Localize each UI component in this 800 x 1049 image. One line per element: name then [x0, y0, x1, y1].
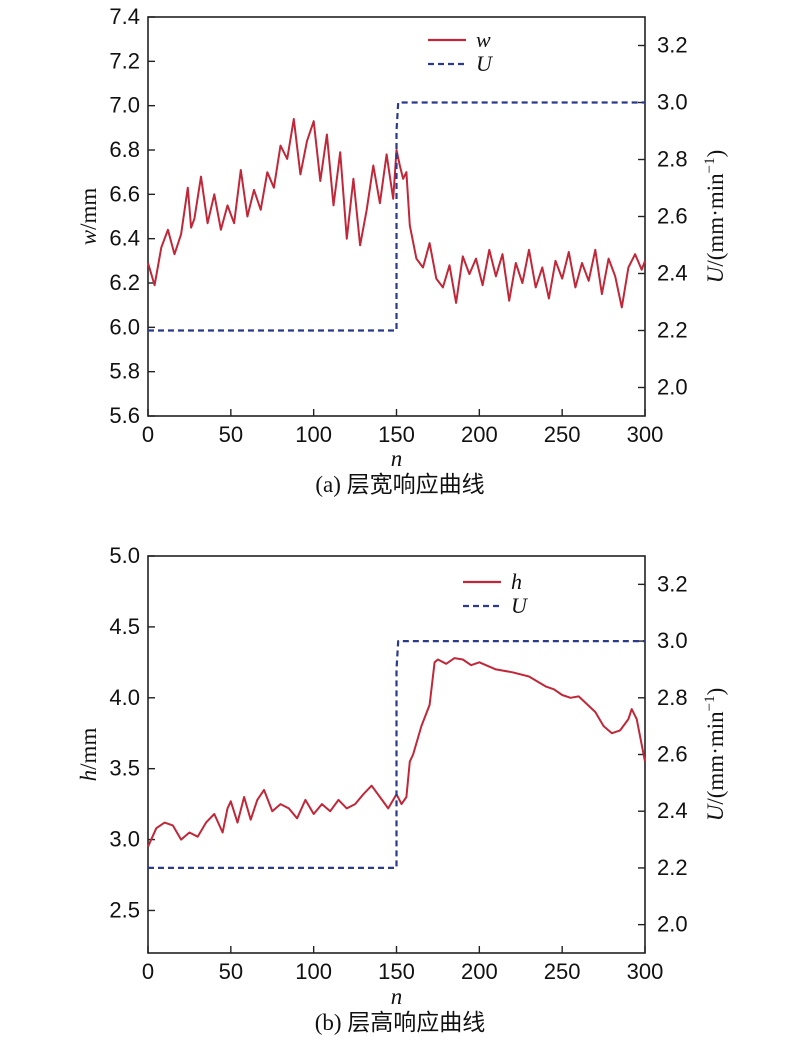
y-tick-label: 6.2 [109, 270, 140, 295]
x-tick-label: 150 [378, 422, 415, 447]
y2-tick-label: 2.4 [657, 798, 688, 823]
y-tick-label: 5.0 [109, 543, 140, 568]
y-tick-label: 6.4 [109, 226, 140, 251]
y-tick-label: 7.4 [109, 4, 140, 29]
legend-label-w: w [476, 27, 491, 52]
x-tick-label: 0 [142, 959, 154, 984]
series-line-U [148, 639, 645, 870]
y-tick-label: 7.0 [109, 93, 140, 118]
legend-label-h: h [511, 569, 522, 594]
y-tick-label: 7.2 [109, 48, 140, 73]
series-line-w [147, 118, 646, 309]
y-tick-label: 4.0 [109, 685, 140, 710]
y2-tick-label: 2.0 [657, 375, 688, 400]
x-tick-label: 200 [461, 422, 498, 447]
x-tick-label: 300 [627, 422, 664, 447]
y2-tick-label: 2.6 [657, 204, 688, 229]
y-tick-label: 4.5 [109, 614, 140, 639]
x-tick-label: 200 [461, 959, 498, 984]
y2-axis-label: U/(mm·min−1) [702, 688, 728, 822]
y-tick-label: 2.5 [109, 897, 140, 922]
y2-tick-label: 2.6 [657, 742, 688, 767]
y2-tick-label: 2.8 [657, 685, 688, 710]
y2-tick-label: 3.2 [657, 571, 688, 596]
y2-tick-label: 3.2 [657, 33, 688, 58]
y-tick-label: 6.6 [109, 181, 140, 206]
y-tick-label: 5.6 [109, 403, 140, 428]
x-tick-label: 100 [295, 422, 332, 447]
y-tick-label: 5.8 [109, 359, 140, 384]
y-tick-label: 3.0 [109, 827, 140, 852]
series-line-U [148, 101, 645, 332]
y2-tick-label: 2.0 [657, 912, 688, 937]
y2-tick-label: 3.0 [657, 90, 688, 115]
y2-tick-label: 3.0 [657, 628, 688, 653]
x-tick-label: 50 [219, 422, 243, 447]
x-tick-label: 50 [219, 959, 243, 984]
y-tick-label: 6.8 [109, 137, 140, 162]
chart-caption: (b) 层高响应曲线 [315, 1010, 486, 1035]
y2-tick-label: 2.2 [657, 318, 688, 343]
y2-tick-label: 2.8 [657, 147, 688, 172]
series-line-h [147, 657, 646, 848]
chart-panel-2: 0 50 100 150 200 250 300 2.5 3.0 3.5 4.0 4.5 5.0 2.0 2… [76, 543, 728, 1035]
x-tick-label: 100 [295, 959, 332, 984]
y-tick-label: 6.0 [109, 314, 140, 339]
x-tick-label: 0 [142, 422, 154, 447]
x-tick-label: 300 [627, 959, 664, 984]
x-tick-label: 150 [378, 959, 415, 984]
y2-tick-label: 2.4 [657, 261, 688, 286]
chart-panel-1: 0 50 100 150 200 250 300 5.6 5.8 6.0 6.2 6.4 6.6 6.8 7… [76, 4, 728, 497]
chart-caption: (a) 层宽响应曲线 [315, 472, 484, 497]
y2-axis-label: U/(mm·min−1) [702, 150, 728, 284]
y2-tick-label: 2.2 [657, 855, 688, 880]
y-tick-label: 3.5 [109, 756, 140, 781]
x-axis-label: n [391, 446, 403, 471]
y-axis-label: h/mm [76, 728, 101, 782]
x-tick-label: 250 [544, 959, 581, 984]
y-axis-label: w/mm [76, 188, 101, 246]
x-axis-label: n [391, 984, 403, 1009]
x-tick-label: 250 [544, 422, 581, 447]
legend-label-U: U [476, 51, 494, 76]
legend-label-U: U [511, 593, 529, 618]
